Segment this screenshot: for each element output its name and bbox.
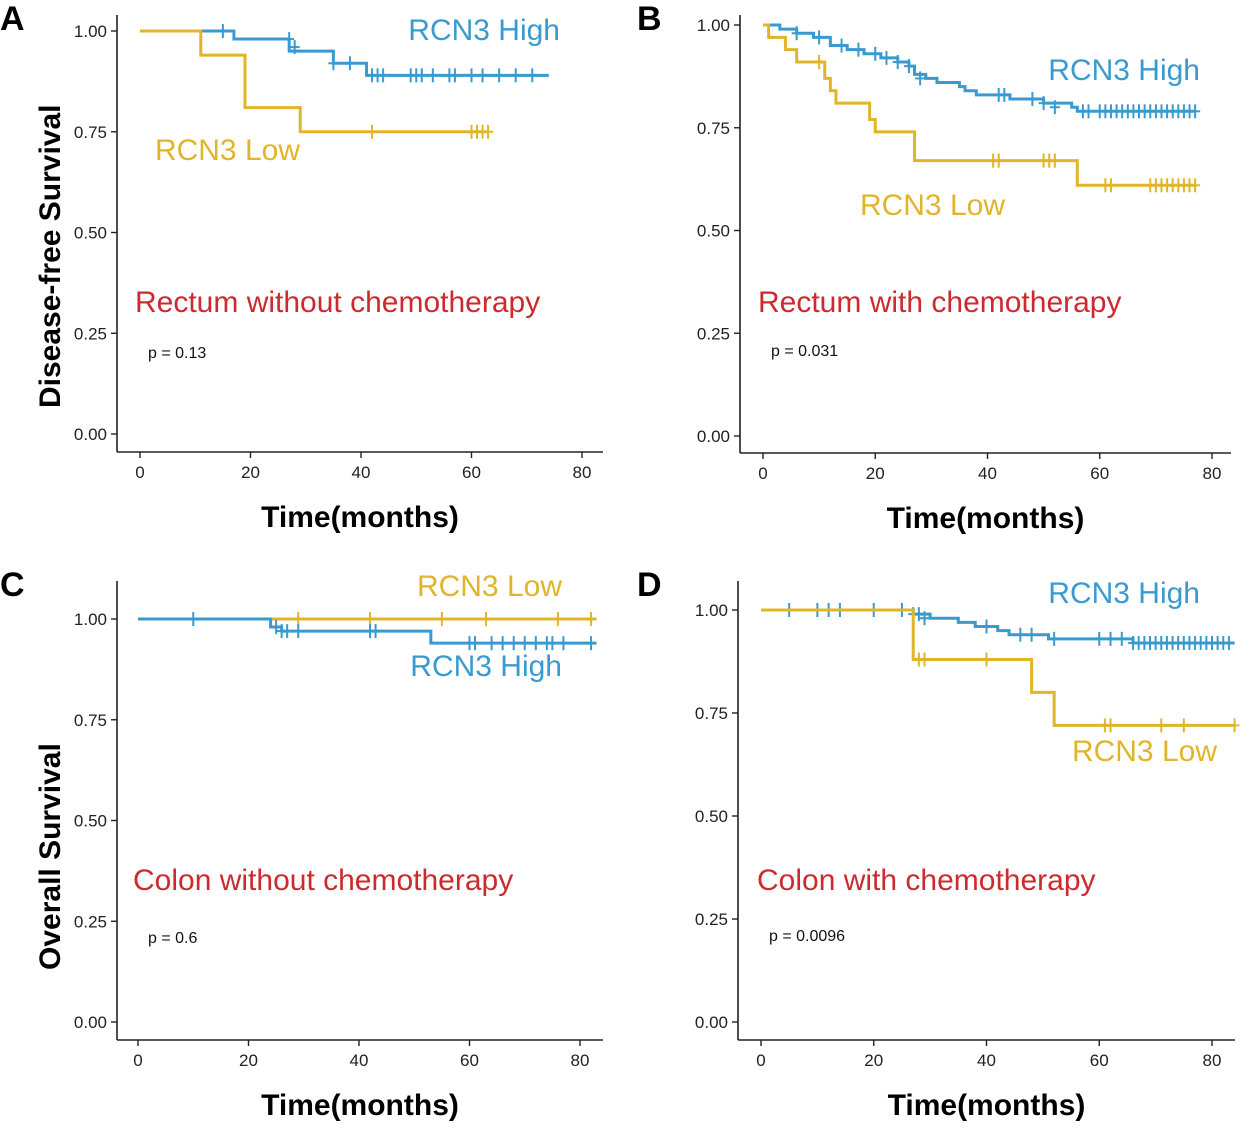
x-tick-label: 20 (241, 463, 260, 482)
y-tick-label: 0.00 (74, 425, 107, 444)
km-plot-a: 0.00 0.25 0.50 0.75 1.00 0 20 40 60 80 Time(months… (74, 14, 603, 534)
x-tick-label: 40 (977, 1051, 996, 1070)
x-axis-title: Time(months) (888, 1089, 1086, 1122)
panel-subtitle: Rectum without chemotherapy (135, 286, 540, 319)
series-label-rcn3-low: RCN3 Low (860, 189, 1005, 222)
y-tick-label: 1.00 (697, 16, 730, 35)
survival-curve-rcn3-high (761, 608, 1235, 645)
panel-letter-a: A (0, 0, 25, 38)
panel-letter-c: C (0, 566, 25, 604)
x-tick-label: 80 (1203, 464, 1222, 483)
y-tick-label: 0.50 (695, 807, 728, 826)
panel-letter-b: B (637, 0, 662, 38)
y-tick-label: 0.50 (74, 224, 107, 243)
x-tick-label: 80 (573, 463, 592, 482)
series-label-rcn3-high: RCN3 High (408, 14, 560, 47)
y-tick-label: 0.75 (74, 123, 107, 142)
series-label-rcn3-high: RCN3 High (1048, 54, 1200, 87)
y-tick-label: 0.00 (695, 1013, 728, 1032)
x-tick-label: 0 (135, 463, 144, 482)
y-tick-label: 1.00 (695, 601, 728, 620)
panel-c: C Overall Survival 0.00 0.25 0.50 0.75 1.00 0… (0, 566, 625, 1132)
x-tick-label: 20 (239, 1051, 258, 1070)
series-label-rcn3-high: RCN3 High (410, 650, 562, 683)
series-label-rcn3-low: RCN3 Low (155, 134, 300, 167)
p-value: p = 0.13 (148, 345, 206, 362)
survival-curve-rcn3-low (140, 29, 489, 134)
x-axis-title: Time(months) (261, 501, 459, 534)
y-tick-label: 0.25 (74, 324, 107, 343)
y-tick-label: 0.50 (697, 222, 730, 241)
y-tick-label: 0.25 (695, 910, 728, 929)
series-label-rcn3-low: RCN3 Low (1072, 735, 1217, 768)
survival-curve-rcn3-high (140, 29, 549, 77)
series-label-rcn3-high: RCN3 High (1048, 577, 1200, 610)
x-tick-label: 80 (571, 1051, 590, 1070)
panel-letter-d: D (637, 566, 662, 604)
y-tick-label: 0.50 (74, 812, 107, 831)
y-tick-label: 0.00 (74, 1013, 107, 1032)
p-value: p = 0.031 (771, 343, 838, 360)
x-tick-label: 60 (460, 1051, 479, 1070)
panel-b: B 0.00 0.25 0.50 0.75 1.00 0 20 40 60 80 Time(mont… (625, 0, 1250, 566)
y-tick-label: 1.00 (74, 22, 107, 41)
km-plot-c: 0.00 0.25 0.50 0.75 1.00 0 20 40 60 80 Time(months… (74, 570, 603, 1122)
x-tick-label: 0 (758, 464, 767, 483)
x-tick-label: 20 (866, 464, 885, 483)
x-tick-label: 20 (864, 1051, 883, 1070)
x-tick-label: 0 (756, 1051, 765, 1070)
x-tick-label: 60 (1090, 464, 1109, 483)
y-tick-label: 0.00 (697, 427, 730, 446)
panel-subtitle: Colon with chemotherapy (757, 864, 1096, 897)
y-tick-label: 0.25 (74, 912, 107, 931)
series-label-rcn3-low: RCN3 Low (417, 570, 562, 603)
panel-subtitle: Rectum with chemotherapy (758, 286, 1122, 319)
x-tick-label: 60 (462, 463, 481, 482)
p-value: p = 0.0096 (769, 928, 845, 945)
km-plot-b: 0.00 0.25 0.50 0.75 1.00 0 20 40 60 80 Time(months… (697, 15, 1231, 535)
x-axis-title: Time(months) (887, 502, 1085, 535)
x-tick-label: 60 (1090, 1051, 1109, 1070)
panel-subtitle: Colon without chemotherapy (133, 864, 513, 897)
y-tick-label: 1.00 (74, 610, 107, 629)
x-axis-title: Time(months) (261, 1089, 459, 1122)
survival-curve-rcn3-low (763, 23, 1196, 187)
x-tick-label: 0 (133, 1051, 142, 1070)
y-tick-label: 0.75 (695, 704, 728, 723)
panel-d: D 0.00 0.25 0.50 0.75 1.00 0 20 40 60 80 Time(mont… (625, 566, 1250, 1132)
y-tick-label: 0.25 (697, 324, 730, 343)
x-tick-label: 40 (978, 464, 997, 483)
x-tick-label: 80 (1203, 1051, 1222, 1070)
survival-curve-rcn3-low (761, 608, 1235, 727)
y-tick-label: 0.75 (74, 711, 107, 730)
x-tick-label: 40 (352, 463, 371, 482)
y-tick-label: 0.75 (697, 119, 730, 138)
x-tick-label: 40 (350, 1051, 369, 1070)
p-value: p = 0.6 (148, 930, 197, 947)
km-plot-d: 0.00 0.25 0.50 0.75 1.00 0 20 40 60 80 Time(months… (695, 577, 1240, 1122)
panel-a: A Disease-free Survival 0.00 0.25 0.50 0.75… (0, 0, 625, 566)
